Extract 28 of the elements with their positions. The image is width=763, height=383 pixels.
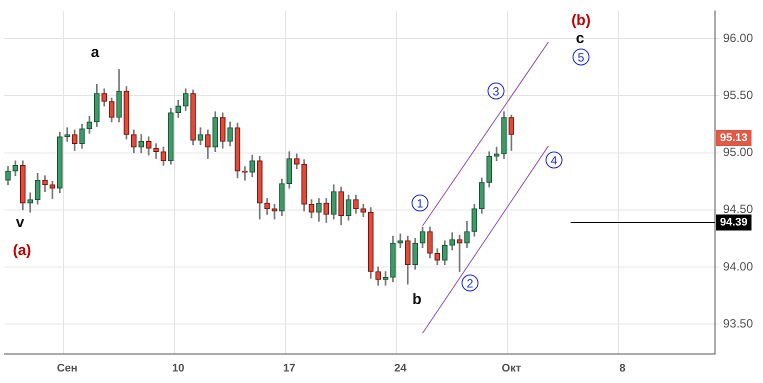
x-tick-label: 24: [394, 362, 408, 374]
annotation: v: [16, 214, 25, 232]
annotation: 3: [492, 84, 500, 98]
annotation: 2: [466, 276, 474, 290]
x-tick-label: Окт: [502, 362, 522, 374]
annotation: (a): [12, 242, 32, 260]
candlestick: [456, 234, 462, 272]
y-tick-label: 94.50: [722, 202, 754, 216]
ref-line-label: 94.39: [720, 216, 748, 228]
annotation: a: [90, 44, 100, 62]
y-tick-label: 93.50: [722, 316, 754, 330]
y-tick-label: 94.00: [722, 259, 754, 274]
y-tick-label: 95.50: [722, 88, 754, 102]
y-tick-label: 95.00: [722, 145, 754, 160]
annotation: c: [576, 30, 584, 48]
annotation: 1: [416, 196, 424, 210]
candlestick: [272, 204, 278, 220]
x-tick-label: 10: [172, 362, 184, 374]
x-tick-label: 8: [619, 362, 626, 374]
annotation: b: [412, 291, 422, 308]
annotation: 5: [578, 50, 585, 64]
annotation: 4: [550, 153, 558, 168]
annotation: 95.13: [720, 132, 748, 144]
x-tick-label: 17: [283, 362, 296, 374]
x-tick-label: Сен: [56, 362, 78, 374]
candlestick: [382, 271, 388, 286]
annotation: (b): [571, 12, 591, 30]
y-tick-label: 96.00: [722, 30, 754, 45]
